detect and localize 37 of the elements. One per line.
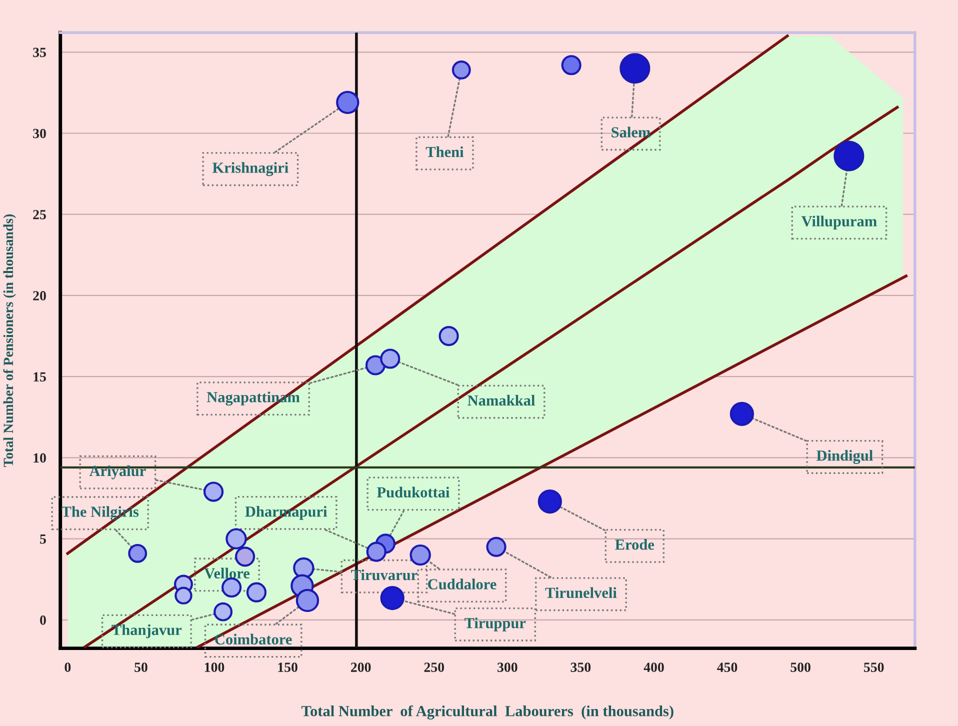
x-axis-title: Total Number of Agricultural Labourers (in thousands) xyxy=(301,705,674,720)
y-tick-label: 30 xyxy=(33,128,46,138)
annotation: Salem xyxy=(612,126,650,138)
x-tick-label: 200 xyxy=(351,662,371,672)
annotation: Villupuram xyxy=(801,216,877,230)
x-tick-label: 450 xyxy=(717,662,738,672)
x-tick-label: 0 xyxy=(64,662,71,672)
y-tick-label: 0 xyxy=(40,616,46,625)
x-tick-label: 150 xyxy=(278,662,298,672)
annotation: Vellore xyxy=(204,568,250,579)
annotation: Pudukottai xyxy=(376,486,450,498)
annotation: Erode xyxy=(615,539,654,550)
annotation: Thanjavur xyxy=(112,624,182,638)
x-tick-label: 400 xyxy=(644,662,664,672)
x-tick-label: 350 xyxy=(570,662,591,672)
annotation: Theni xyxy=(426,146,464,158)
annotation: Tirunelveli xyxy=(545,587,617,598)
annotation: Coimbatore xyxy=(215,634,292,645)
x-tick-label: 550 xyxy=(864,662,884,672)
annotation: Krishnagiri xyxy=(212,162,288,176)
annotation: Tiruppur xyxy=(464,617,526,632)
y-tick-label: 25 xyxy=(33,210,46,220)
annotation: Namakkal xyxy=(468,394,535,406)
x-tick-label: 500 xyxy=(790,662,810,672)
y-tick-label: 5 xyxy=(40,534,46,544)
annotation: Ariyalur xyxy=(89,465,146,480)
y-axis-title: Total Number of Pensioners (in thousands) xyxy=(3,214,16,468)
y-tick-label: 20 xyxy=(33,291,46,300)
annotation: Dindigul xyxy=(816,450,873,464)
y-tick-label: 35 xyxy=(33,48,46,58)
x-tick-label: 250 xyxy=(424,662,444,672)
x-tick-label: 50 xyxy=(134,662,148,672)
x-tick-label: 100 xyxy=(204,662,224,672)
x-tick-label: 300 xyxy=(498,662,518,672)
y-tick-label: 10 xyxy=(34,453,46,463)
annotation: Cuddalore xyxy=(428,578,496,590)
y-tick-label: 15 xyxy=(34,372,46,382)
